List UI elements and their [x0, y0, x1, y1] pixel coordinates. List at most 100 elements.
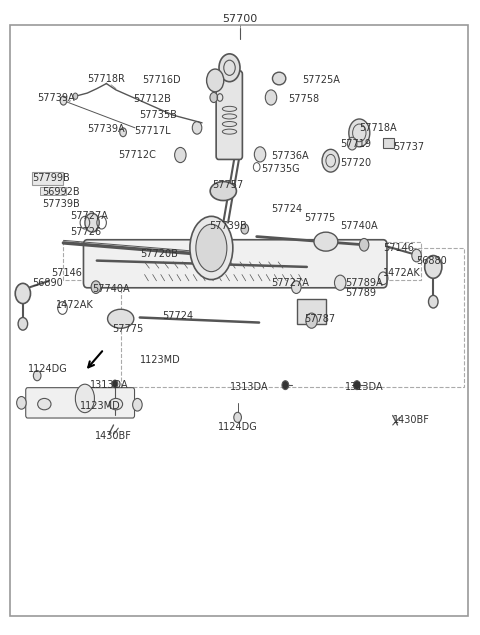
Text: 57739B: 57739B: [209, 221, 247, 231]
Text: 1430BF: 1430BF: [393, 415, 430, 425]
Text: 57717L: 57717L: [134, 126, 171, 136]
Circle shape: [254, 147, 266, 162]
Circle shape: [18, 318, 28, 330]
Circle shape: [60, 97, 67, 105]
Text: 57739B: 57739B: [42, 199, 80, 209]
Ellipse shape: [75, 384, 95, 413]
Text: 57712C: 57712C: [119, 150, 156, 160]
Text: 56890: 56890: [33, 277, 63, 288]
Text: 57716D: 57716D: [142, 76, 180, 86]
Text: 56992B: 56992B: [42, 187, 80, 197]
Text: 57718R: 57718R: [87, 74, 125, 84]
Circle shape: [306, 313, 317, 328]
Text: 57789A: 57789A: [345, 277, 383, 288]
Text: 57720B: 57720B: [140, 250, 178, 259]
Text: 57725A: 57725A: [302, 76, 340, 86]
Circle shape: [120, 128, 126, 137]
Ellipse shape: [222, 121, 237, 126]
Circle shape: [265, 90, 277, 105]
Text: 1123MD: 1123MD: [80, 401, 121, 411]
Text: 57735B: 57735B: [139, 110, 177, 120]
Ellipse shape: [190, 217, 233, 279]
Circle shape: [91, 281, 101, 293]
Circle shape: [112, 380, 118, 388]
Bar: [39, 187, 66, 195]
Circle shape: [210, 93, 217, 102]
FancyBboxPatch shape: [26, 388, 134, 418]
Circle shape: [322, 149, 339, 172]
Circle shape: [15, 283, 31, 304]
Text: 1313DA: 1313DA: [230, 382, 269, 392]
Circle shape: [132, 398, 142, 411]
Circle shape: [349, 119, 370, 147]
Text: 1430BF: 1430BF: [95, 431, 132, 441]
Circle shape: [34, 371, 41, 381]
Ellipse shape: [37, 398, 51, 410]
Circle shape: [291, 281, 301, 293]
Text: 57724: 57724: [162, 311, 193, 321]
Text: 57737: 57737: [393, 142, 424, 152]
Text: 57712B: 57712B: [133, 95, 171, 104]
Circle shape: [425, 255, 442, 278]
Circle shape: [282, 381, 288, 390]
Circle shape: [73, 93, 78, 100]
Text: 57787: 57787: [304, 314, 336, 324]
Text: 57735G: 57735G: [262, 164, 300, 174]
Circle shape: [241, 224, 249, 234]
Text: 57775: 57775: [304, 213, 336, 223]
Bar: [33, 172, 63, 185]
Text: 57775: 57775: [112, 324, 144, 334]
Text: 1472AK: 1472AK: [56, 300, 94, 310]
Ellipse shape: [222, 106, 237, 111]
Text: 57789: 57789: [345, 288, 376, 298]
Text: 57740A: 57740A: [92, 284, 130, 294]
FancyBboxPatch shape: [84, 240, 387, 288]
Text: 57719: 57719: [340, 138, 371, 149]
Circle shape: [206, 69, 224, 92]
Text: 57146: 57146: [51, 268, 83, 278]
Ellipse shape: [222, 129, 237, 134]
Text: 1472AK: 1472AK: [383, 268, 421, 278]
Text: 57724: 57724: [271, 204, 302, 214]
Text: 57718A: 57718A: [360, 123, 397, 133]
Bar: [383, 138, 394, 148]
Text: 57757: 57757: [213, 180, 244, 190]
Ellipse shape: [109, 398, 122, 410]
Circle shape: [85, 213, 99, 232]
Ellipse shape: [108, 309, 134, 328]
Ellipse shape: [222, 114, 237, 119]
Text: 1124DG: 1124DG: [218, 422, 257, 432]
Circle shape: [335, 275, 346, 290]
Text: 57720: 57720: [340, 157, 372, 168]
Text: 56880: 56880: [417, 256, 447, 265]
Circle shape: [219, 54, 240, 82]
Circle shape: [412, 249, 421, 262]
FancyBboxPatch shape: [216, 71, 242, 159]
Text: 57146: 57146: [383, 243, 414, 253]
Text: 57736A: 57736A: [271, 151, 309, 161]
Circle shape: [175, 147, 186, 163]
Text: 57726: 57726: [71, 227, 102, 237]
Ellipse shape: [314, 232, 338, 251]
Circle shape: [354, 381, 360, 390]
Ellipse shape: [196, 224, 227, 272]
Text: 57740A: 57740A: [340, 221, 378, 231]
Text: 57727A: 57727A: [71, 211, 108, 222]
Circle shape: [234, 412, 241, 422]
Ellipse shape: [273, 72, 286, 85]
Circle shape: [360, 239, 369, 251]
Circle shape: [17, 396, 26, 409]
Ellipse shape: [210, 182, 237, 201]
Circle shape: [192, 121, 202, 134]
Circle shape: [429, 295, 438, 308]
Text: 57799B: 57799B: [33, 173, 70, 184]
Text: 1124DG: 1124DG: [28, 364, 67, 375]
Text: 57739A: 57739A: [87, 124, 125, 134]
Text: 1313DA: 1313DA: [345, 382, 384, 392]
Text: 57700: 57700: [222, 13, 258, 23]
Text: 57758: 57758: [288, 95, 319, 104]
Circle shape: [348, 137, 357, 150]
Bar: [297, 298, 326, 324]
Text: 1123MD: 1123MD: [140, 356, 180, 366]
Text: 1313DA: 1313DA: [90, 380, 128, 390]
